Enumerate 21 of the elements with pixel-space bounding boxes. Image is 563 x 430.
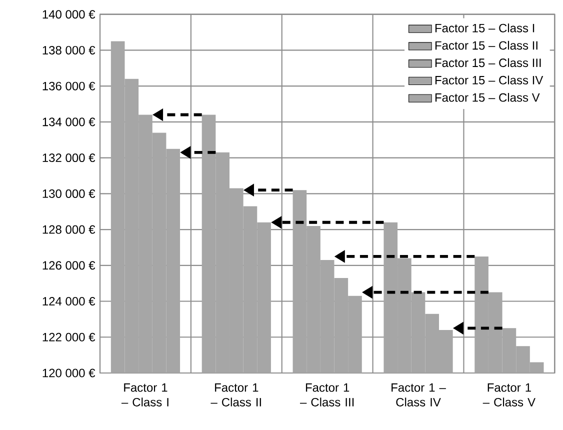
y-tick-label: 140 000 € xyxy=(42,10,96,19)
legend-label: Factor 15 – Class I xyxy=(435,24,534,32)
y-tick-label: 132 000 € xyxy=(42,154,96,162)
y-tick-label: 130 000 € xyxy=(42,189,96,198)
y-tick-label: 138 000 € xyxy=(42,46,96,54)
x-tick-label: Factor 1 – Class II xyxy=(210,383,261,406)
y-tick-label: 128 000 € xyxy=(42,225,96,234)
legend-label: Factor 15 – Class III xyxy=(435,58,541,68)
legend-label: Factor 15 – Class IV xyxy=(435,76,544,84)
y-tick-label: 124 000 € xyxy=(42,297,96,306)
y-tick-label: 126 000 € xyxy=(42,261,96,270)
legend-label: Factor 15 – Class V xyxy=(435,92,540,102)
y-tick-label: 122 000 € xyxy=(42,332,96,342)
legend-label: Factor 15 – Class II xyxy=(435,40,538,50)
x-tick-label: Factor 1 – Class V xyxy=(482,383,536,406)
y-tick-label: 120 000 € xyxy=(42,368,96,378)
x-tick-label: Factor 1 – Class III xyxy=(300,383,354,406)
x-tick-label: Factor 1 – Class I xyxy=(121,383,168,406)
y-tick-label: 134 000 € xyxy=(42,118,96,126)
y-tick-label: 136 000 € xyxy=(42,82,96,90)
x-tick-label: Factor 1 – Class IV xyxy=(392,383,446,406)
